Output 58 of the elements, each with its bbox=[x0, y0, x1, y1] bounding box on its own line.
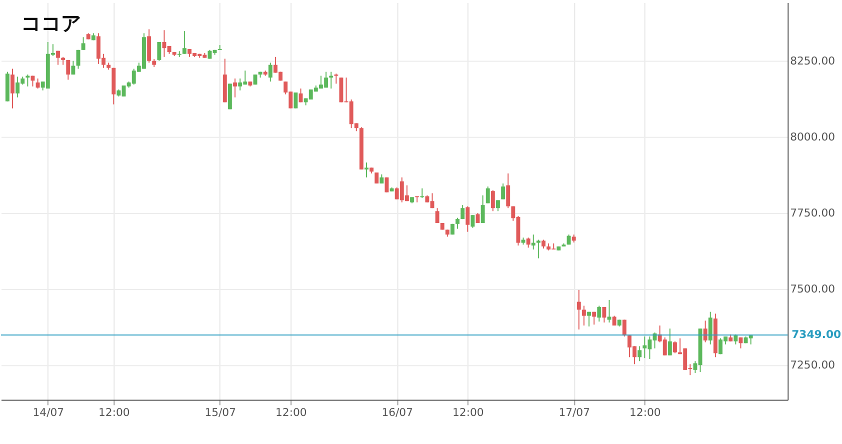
candlestick bbox=[582, 305, 586, 326]
candlestick bbox=[233, 78, 237, 98]
candlestick bbox=[420, 188, 424, 199]
candlestick bbox=[10, 68, 14, 109]
x-tick-label: 12:00 bbox=[452, 406, 484, 420]
candlestick bbox=[480, 194, 485, 224]
candlestick bbox=[380, 174, 384, 184]
candlestick bbox=[56, 50, 60, 66]
y-tick-label: 7500.00 bbox=[790, 282, 836, 296]
candlestick bbox=[470, 214, 475, 228]
ref-line-label: 7349.00 bbox=[792, 328, 842, 341]
candlestick bbox=[157, 42, 162, 62]
candlestick bbox=[668, 328, 672, 356]
candlestick bbox=[526, 237, 530, 248]
candlestick bbox=[81, 36, 86, 50]
candlestick bbox=[708, 311, 712, 345]
candlestick bbox=[587, 311, 591, 327]
candlestick bbox=[536, 239, 540, 259]
x-tick-label: 12:00 bbox=[629, 406, 661, 420]
candlestick bbox=[364, 162, 368, 178]
y-tick-label: 8250.00 bbox=[790, 54, 836, 68]
candlestick bbox=[496, 200, 500, 212]
candlestick bbox=[486, 186, 490, 204]
candlestick bbox=[182, 30, 186, 54]
candlestick bbox=[638, 346, 642, 362]
candlestick bbox=[334, 73, 338, 84]
candlestick bbox=[294, 92, 298, 109]
candlestick bbox=[531, 234, 536, 250]
candlestick bbox=[456, 217, 460, 230]
candlestick bbox=[460, 204, 465, 220]
candlestick bbox=[673, 340, 677, 354]
candlestick bbox=[703, 320, 708, 343]
candlestick bbox=[71, 60, 76, 76]
text: ココア bbox=[20, 13, 81, 36]
candlestick bbox=[622, 319, 626, 337]
candlestick bbox=[592, 311, 596, 326]
x-tick-label: 16/07 bbox=[382, 406, 413, 420]
candlestick bbox=[415, 196, 420, 203]
candlestick bbox=[490, 190, 495, 212]
candlestick bbox=[506, 172, 510, 209]
y-tick-label: 7750.00 bbox=[790, 206, 836, 220]
x-tick-label: 15/07 bbox=[204, 406, 236, 420]
y-tick-label: 8000.00 bbox=[790, 130, 836, 144]
x-tick-label: 12:00 bbox=[275, 406, 307, 420]
candlestick bbox=[66, 59, 70, 80]
candlestick bbox=[435, 208, 440, 224]
candlestick bbox=[597, 305, 602, 322]
x-tick-label: 14/07 bbox=[32, 406, 64, 420]
candlestick bbox=[501, 182, 506, 200]
y-tick-label: 7250.00 bbox=[790, 358, 836, 372]
candlestick bbox=[268, 62, 272, 82]
candlestick bbox=[466, 206, 470, 232]
candlestick bbox=[602, 306, 606, 323]
x-tick-label: 12:00 bbox=[98, 406, 130, 420]
candlestick bbox=[374, 172, 379, 184]
x-tick-label: 17/07 bbox=[558, 406, 590, 420]
candlestick bbox=[576, 289, 581, 330]
candlestick bbox=[36, 78, 40, 90]
